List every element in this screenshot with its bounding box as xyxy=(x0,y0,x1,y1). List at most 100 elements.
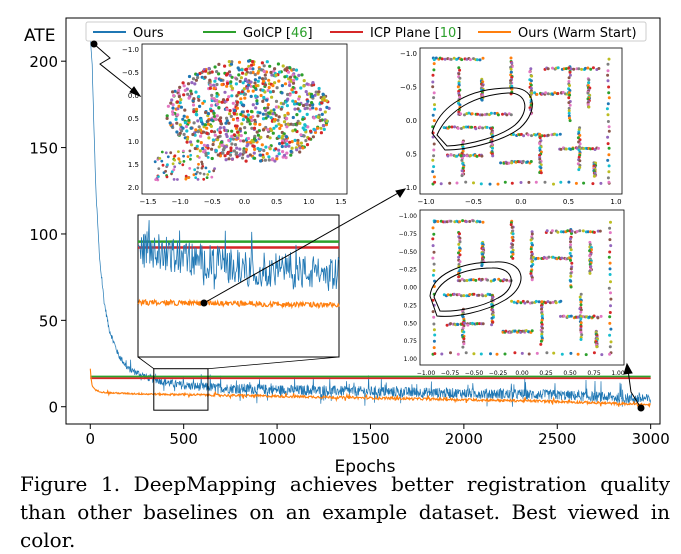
inset-point xyxy=(285,66,289,70)
inset-x-tick-label: 1.0 xyxy=(303,198,314,206)
inset-point xyxy=(267,111,271,115)
inset-point xyxy=(258,111,262,115)
inset-point xyxy=(577,155,581,159)
inset-point xyxy=(243,126,247,130)
inset-point xyxy=(212,115,217,119)
inset-point xyxy=(208,86,212,90)
inset-point xyxy=(281,150,285,154)
x-tick-label: 1000 xyxy=(258,430,296,448)
inset-point xyxy=(323,110,327,114)
inset-point xyxy=(289,153,293,157)
inset-point xyxy=(225,84,229,88)
inset-point xyxy=(509,79,513,83)
inset-point xyxy=(526,160,530,164)
inset-point xyxy=(292,102,297,106)
inset-point xyxy=(237,91,241,95)
inset-point xyxy=(229,62,234,66)
inset-point xyxy=(319,131,323,135)
inset-point xyxy=(448,181,452,185)
inset-point xyxy=(153,160,157,164)
inset-point xyxy=(199,118,203,122)
inset-point xyxy=(246,142,250,147)
inset-point xyxy=(432,269,436,272)
inset-point xyxy=(215,98,219,102)
inset-point xyxy=(433,107,437,111)
inset-point xyxy=(462,294,466,298)
inset-point xyxy=(510,236,514,239)
inset-point xyxy=(567,180,571,184)
inset-point xyxy=(202,172,206,176)
inset-point xyxy=(251,60,255,64)
inset-point xyxy=(263,83,268,87)
inset-point xyxy=(184,125,188,129)
inset-point xyxy=(530,301,534,305)
inset-point xyxy=(239,139,243,143)
inset-point xyxy=(432,96,436,100)
inset-point xyxy=(551,92,555,96)
inset-point xyxy=(460,158,464,162)
inset-point xyxy=(526,133,530,137)
inset-y-tick-label: −0.25 xyxy=(399,267,418,274)
inset-point xyxy=(453,125,457,129)
inset-point xyxy=(433,352,437,356)
inset-point xyxy=(606,62,610,66)
inset-point xyxy=(306,125,310,129)
inset-point xyxy=(241,118,245,122)
inset-point xyxy=(540,307,543,311)
inset-point xyxy=(228,153,233,157)
inset-point xyxy=(297,97,301,101)
inset-point xyxy=(183,88,187,92)
inset-y-tick-label: 0.50 xyxy=(404,320,418,327)
inset-point xyxy=(260,61,264,65)
inset-point xyxy=(466,323,470,327)
inset-point xyxy=(548,301,552,305)
inset-point xyxy=(579,300,583,304)
inset-point xyxy=(193,82,197,86)
inset-point xyxy=(226,150,230,154)
inset-point xyxy=(260,143,264,147)
inset-point xyxy=(464,220,468,224)
inset-point xyxy=(225,107,229,111)
inset-point xyxy=(184,177,188,181)
inset-point xyxy=(529,67,533,71)
inset-point xyxy=(223,90,227,94)
inset-point xyxy=(194,176,198,180)
inset-point xyxy=(231,101,235,105)
inset-point xyxy=(268,147,272,151)
inset-point xyxy=(579,330,583,334)
inset-point xyxy=(198,71,202,76)
inset-point xyxy=(459,294,463,298)
inset-y-tick-label: 0.00 xyxy=(404,285,418,292)
inset-point xyxy=(234,152,238,156)
inset-point xyxy=(229,114,233,118)
inset-point xyxy=(160,159,164,163)
inset-point xyxy=(449,322,453,326)
inset-point xyxy=(539,339,543,343)
inset-point xyxy=(189,140,193,144)
inset-point xyxy=(446,293,450,297)
inset-point xyxy=(302,134,306,138)
inset-point xyxy=(274,73,278,77)
inset-point xyxy=(480,98,484,102)
inset-point xyxy=(258,147,262,152)
inset-point xyxy=(608,321,612,325)
inset-point xyxy=(227,60,231,64)
inset-point xyxy=(567,111,571,115)
inset-point xyxy=(246,154,250,158)
inset-point xyxy=(230,94,234,98)
inset-point xyxy=(588,254,592,258)
inset-point xyxy=(177,104,181,108)
inset-point xyxy=(535,92,539,96)
inset-point xyxy=(468,293,472,296)
inset-point xyxy=(474,127,478,131)
inset-point xyxy=(510,225,514,229)
inset-point xyxy=(609,304,612,308)
inset-point xyxy=(280,141,284,145)
inset-point xyxy=(214,149,218,153)
inset-point xyxy=(591,147,595,151)
inset-y-tick-label: 0.0 xyxy=(128,92,139,100)
inset-point xyxy=(320,97,325,102)
inset-point xyxy=(255,101,259,106)
inset-point xyxy=(254,106,258,110)
x-tick-label: 500 xyxy=(169,430,198,448)
